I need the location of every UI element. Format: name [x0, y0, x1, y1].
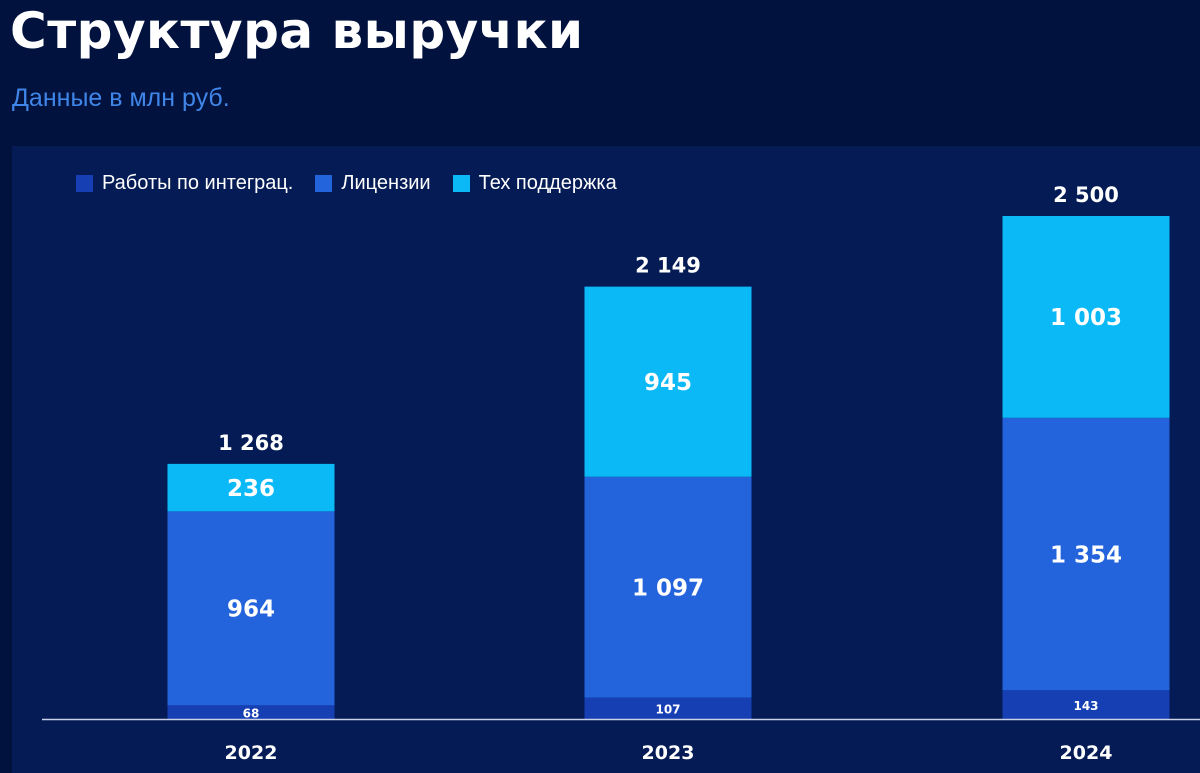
data-label-2024-1: 143 — [1073, 699, 1098, 713]
bar-segment-2022-1 — [167, 705, 335, 719]
bar-segment-2024-1 — [1002, 690, 1170, 719]
bar-segment-2023-1 — [584, 697, 752, 719]
legend-label-licenses: Лицензии — [341, 171, 431, 194]
data-label-2023-2: 1 097 — [632, 575, 704, 601]
bar-segment-2024-2 — [1002, 417, 1170, 691]
data-label-2023-1: 107 — [655, 703, 680, 717]
chart-legend: Работы по интеграц. Лицензии Тех поддерж… — [76, 170, 639, 196]
data-label-2022-3: 236 — [227, 476, 275, 502]
bar-segment-2022-3 — [167, 463, 335, 512]
legend-item-licenses: Лицензии — [315, 171, 431, 195]
data-label-2024-2: 1 354 — [1050, 542, 1122, 568]
chart-subtitle: Данные в млн руб. — [12, 84, 230, 112]
x-tick-label-2024: 2024 — [1060, 742, 1113, 764]
legend-swatch-integration — [76, 174, 93, 192]
x-tick-label-2023: 2023 — [642, 742, 695, 764]
data-label-2022-2: 964 — [227, 597, 275, 623]
data-label-2022-1: 68 — [243, 706, 260, 720]
bar-segment-2023-3 — [584, 286, 752, 477]
legend-item-support: Тех поддержка — [452, 171, 617, 195]
data-label-2024-3: 1 003 — [1050, 305, 1122, 331]
x-tick-label-2022: 2022 — [225, 742, 278, 764]
total-label-2022: 1 268 — [218, 431, 284, 455]
bar-segment-2022-2 — [167, 511, 335, 706]
bar-segment-2024-3 — [1002, 216, 1170, 418]
total-label-2023: 2 149 — [635, 254, 701, 278]
bar-segment-2023-2 — [584, 476, 752, 698]
legend-label-integration: Работы по интеграц. — [102, 171, 294, 194]
legend-item-integration: Работы по интеграц. — [76, 172, 293, 195]
chart-title: Структура выручки — [10, 2, 584, 60]
legend-label-support: Тех поддержка — [478, 171, 617, 194]
legend-swatch-licenses — [315, 174, 333, 192]
data-label-2023-3: 945 — [644, 370, 692, 396]
total-label-2024: 2 500 — [1053, 183, 1119, 207]
legend-swatch-support — [452, 174, 470, 192]
